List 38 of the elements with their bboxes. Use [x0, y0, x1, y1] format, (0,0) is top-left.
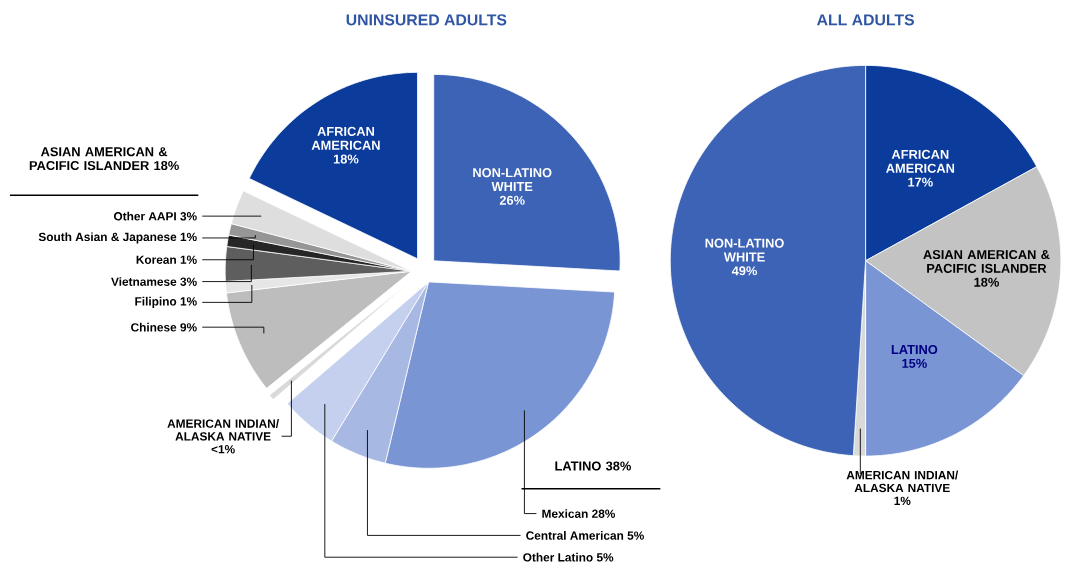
data-label: 5%	[627, 531, 644, 540]
data-label: 28%	[592, 509, 616, 518]
data-label: <1%	[211, 445, 235, 454]
slice-label: South Asian & Japanese	[38, 232, 177, 244]
slice-label: Korean	[136, 255, 176, 264]
chart-title: UNINSURED ADULTS	[346, 14, 507, 26]
slice-label: Vietnamese	[111, 277, 177, 286]
slice-label: Filipino	[135, 296, 177, 308]
data-label: 15%	[902, 358, 927, 368]
data-label: 1%	[180, 232, 197, 242]
slice-label: Other Latino	[523, 552, 593, 562]
slice-label: Mexican	[542, 509, 588, 518]
slice-label: ASIAN AMERICAN & PACIFIC ISLANDER	[923, 249, 1050, 273]
slice-label: Central American	[526, 531, 624, 540]
data-label: 18%	[333, 154, 359, 164]
data-label: 5%	[596, 553, 614, 562]
data-label: 3%	[180, 212, 197, 221]
slice-label: AMERICAN INDIAN/ ALASKA NATIVE	[846, 470, 959, 493]
text: LATINO 38%	[555, 461, 631, 471]
data-label: 17%	[908, 177, 933, 187]
chart-title: ALL ADULTS	[816, 14, 914, 26]
slice-label: AMERICAN INDIAN/ ALASKA NATIVE	[167, 419, 279, 441]
data-label: 26%	[499, 195, 525, 205]
data-label: 1%	[180, 297, 197, 306]
slice-label: NON-LATINO WHITE	[705, 238, 784, 262]
slice-label: AFRICAN AMERICAN	[886, 149, 955, 173]
data-label: 49%	[731, 266, 758, 276]
slice-label: AFRICAN AMERICAN	[311, 126, 380, 150]
data-label: 1%	[180, 255, 197, 264]
data-label: 9%	[180, 323, 197, 332]
text: ASIAN AMERICAN & PACIFIC ISLANDER 18%	[29, 147, 179, 171]
data-label: 3%	[180, 277, 197, 286]
data-label: 1%	[894, 496, 911, 505]
slice-label: NON-LATINO WHITE	[473, 168, 552, 191]
data-label: 18%	[974, 277, 999, 287]
slice-label: Other AAPI	[113, 211, 176, 221]
slice-label: Chinese	[131, 322, 177, 332]
slice-label: LATINO	[891, 344, 938, 355]
